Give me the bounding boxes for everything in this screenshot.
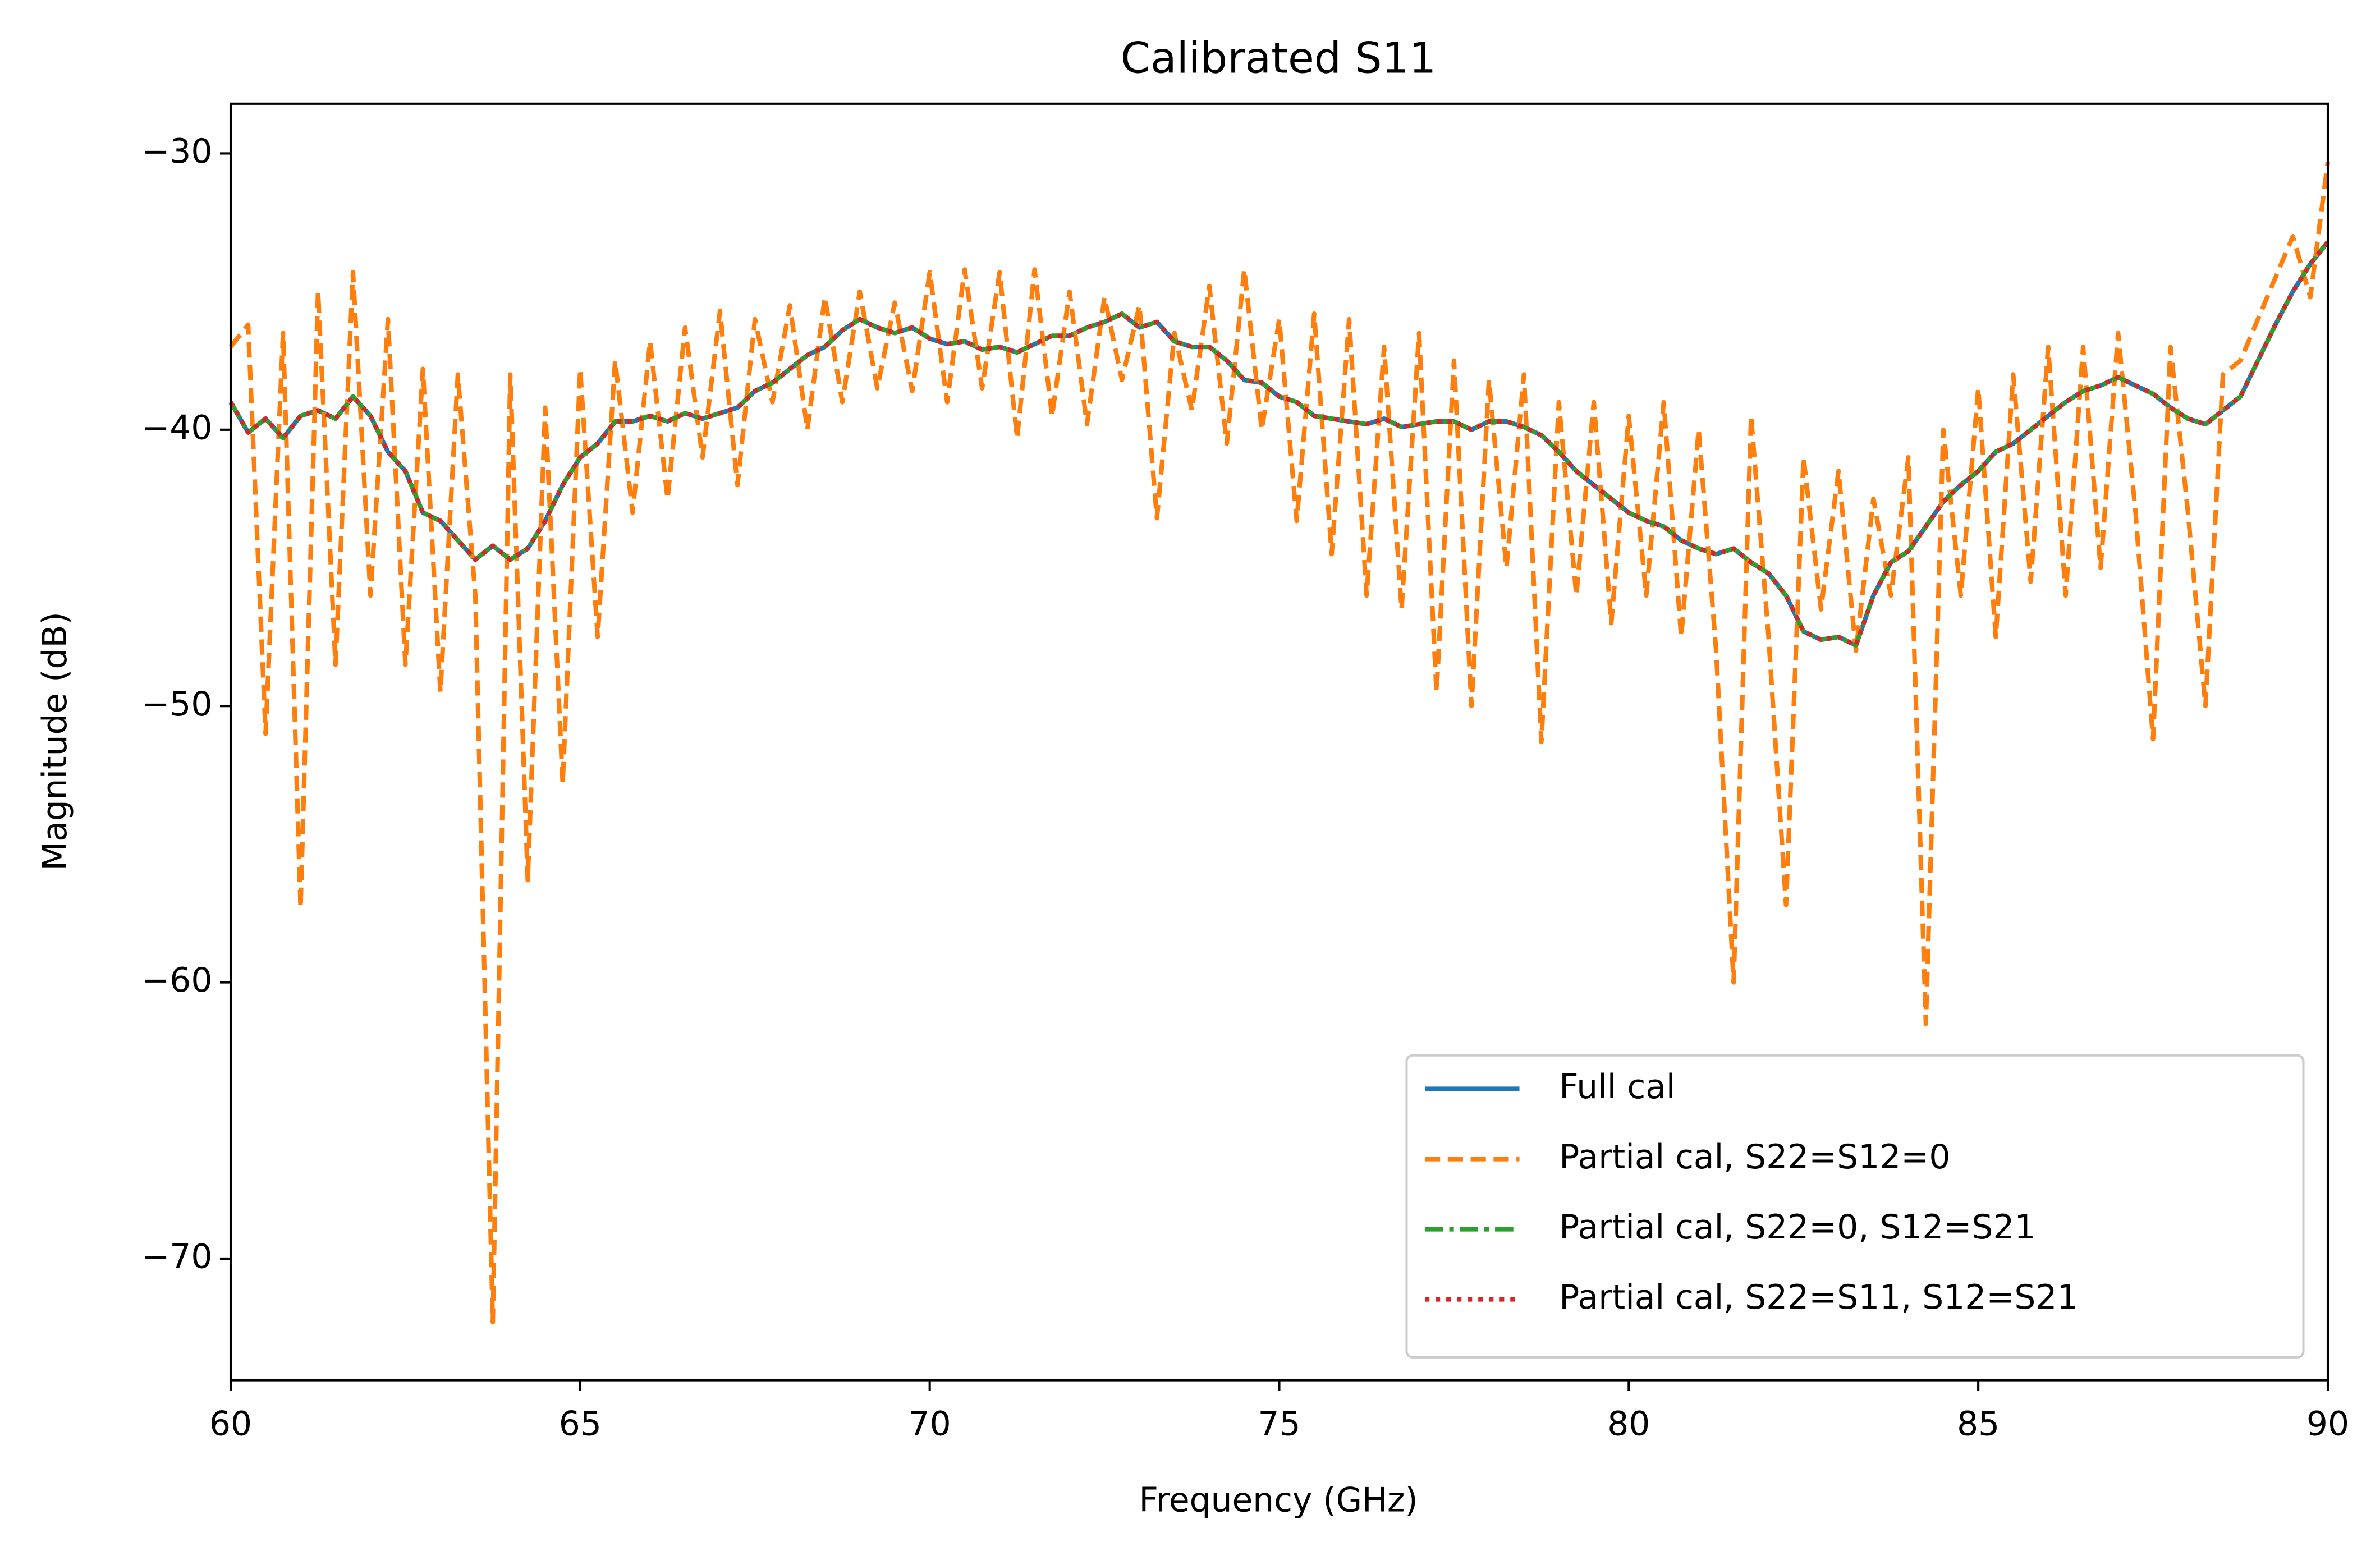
legend-label: Partial cal, S22=S11, S12=S21 xyxy=(1559,1278,2078,1317)
x-tick-label: 75 xyxy=(1258,1405,1300,1444)
legend-label: Partial cal, S22=S12=0 xyxy=(1559,1138,1950,1177)
legend: Full cal Partial cal, S22=S12=0 Partial ca… xyxy=(1405,1054,2305,1359)
legend-box xyxy=(1405,1054,2305,1359)
x-axis-label: Frequency (GHz) xyxy=(1139,1481,1418,1520)
chart-title: Calibrated S11 xyxy=(1121,33,1436,83)
series-line xyxy=(228,240,2330,648)
x-tick-label: 60 xyxy=(209,1405,252,1444)
plot-frame xyxy=(229,102,2329,1382)
legend-label: Partial cal, S22=0, S12=S21 xyxy=(1559,1208,2035,1247)
x-tick-label: 70 xyxy=(909,1405,951,1444)
y-tick-label: −50 xyxy=(141,685,212,724)
y-tick-label: −40 xyxy=(141,409,212,447)
y-axis-label: Magnitude (dB) xyxy=(36,612,75,870)
y-tick-label: −70 xyxy=(141,1238,212,1277)
y-tick-label: −30 xyxy=(141,132,212,171)
x-tick-label: 90 xyxy=(2306,1405,2349,1444)
x-tick-label: 65 xyxy=(559,1405,602,1444)
x-tick-label: 85 xyxy=(1957,1405,2000,1444)
series-line xyxy=(228,240,2330,648)
x-tick-label: 80 xyxy=(1607,1405,1650,1444)
y-tick-label: −60 xyxy=(141,961,212,1000)
legend-label: Full cal xyxy=(1559,1068,1675,1107)
